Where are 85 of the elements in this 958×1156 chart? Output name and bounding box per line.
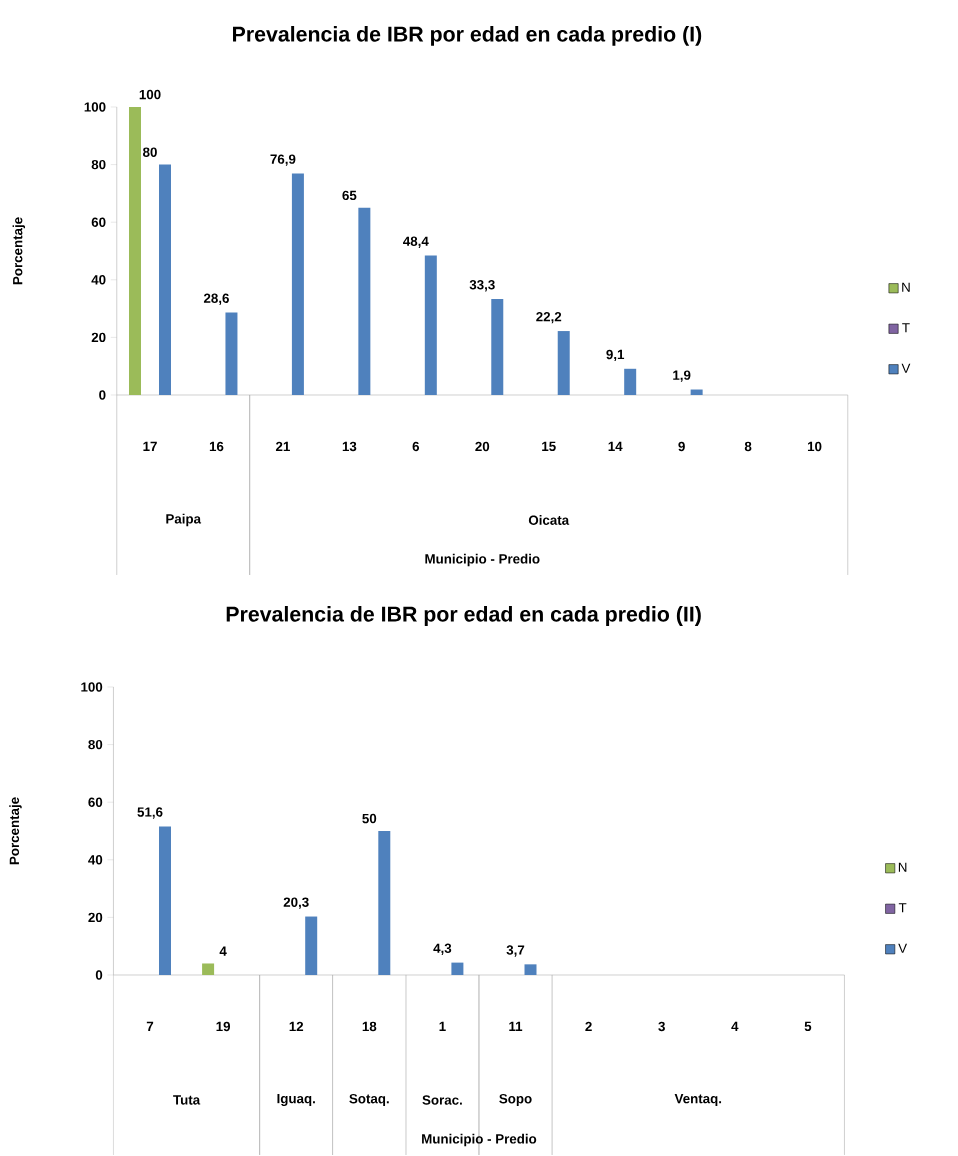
data-label: 100 [139,89,161,100]
bar [358,207,371,395]
legend-label: N [898,862,907,872]
x-tick-label: 21 [275,441,290,452]
legend-label: N [902,282,910,292]
x-tick-label: 10 [807,441,822,452]
bar [202,963,215,975]
data-label: 3,7 [506,945,525,957]
bar [159,826,171,975]
x-tick-label: 17 [143,441,157,451]
x-tick-label: 9 [678,441,685,452]
x-tick-label: 11 [509,1021,523,1031]
y-axis-title: Porcentaje [12,217,26,285]
bar [305,916,318,975]
chart-title: Prevalencia de IBR por edad en cada predio (II) [226,605,701,626]
x-tick-label: 2 [585,1021,592,1032]
text: Iguaq. [277,1093,315,1106]
y-tick-label: 0 [99,390,106,400]
x-tick-label: 13 [342,441,357,452]
y-tick-label: 100 [84,102,106,112]
bar [491,299,504,395]
text: Sopo [499,1093,532,1107]
bar [159,164,171,395]
chart-title: Prevalencia de IBR por edad en cada predio (I) [233,25,702,46]
x-tick-label: 4 [731,1021,739,1031]
y-tick-label: 40 [88,855,103,865]
x-tick-label: 6 [412,441,420,452]
text: Sotaq. [349,1093,389,1107]
bar [451,962,464,975]
legend-label: V [901,363,911,373]
bar [690,389,703,395]
legend-label: T [902,323,910,333]
legend-label: T [898,903,907,913]
bar [225,312,238,395]
bar [624,368,637,395]
data-label: 22,2 [536,311,562,324]
y-tick-label: 20 [88,912,103,923]
x-tick-label: 8 [744,441,752,452]
x-axis-title: Municipio - Predio [425,553,540,567]
x-tick-label: 16 [209,441,224,452]
y-tick-label: 0 [95,970,103,980]
data-label: 48,4 [403,236,429,248]
data-label: 80 [143,147,157,157]
x-tick-label: 3 [658,1021,665,1032]
data-label: 1,9 [673,370,691,382]
bar [524,964,537,975]
text: Paipa [166,513,202,527]
data-label: 51,6 [137,807,163,819]
x-tick-label: 7 [146,1021,154,1031]
y-tick-label: 60 [88,797,103,807]
x-tick-label: 19 [216,1021,231,1032]
y-tick-label: 60 [91,217,106,227]
data-label: 20,3 [283,897,309,909]
x-tick-label: 18 [362,1021,377,1032]
y-tick-label: 100 [81,682,103,692]
x-tick-label: 1 [439,1021,446,1031]
x-axis-title: Municipio - Predio [422,1133,537,1147]
data-label: 50 [362,813,377,824]
x-tick-label: 15 [542,441,556,451]
data-label: 4,3 [433,943,452,955]
legend-label: V [898,943,908,953]
x-tick-label: 20 [475,441,490,452]
bar [129,106,141,395]
text: Oicata [528,515,570,525]
x-tick-label: 14 [608,441,623,451]
data-label: 76,9 [270,154,296,166]
text: Ventaq. [674,1094,722,1106]
data-label: 4 [219,946,227,956]
y-axis-title: Porcentaje [9,797,22,865]
y-tick-label: 40 [91,275,106,285]
bar [557,331,570,395]
x-tick-label: 12 [289,1021,304,1032]
data-label: 28,6 [203,293,229,305]
y-tick-label: 80 [88,739,103,750]
data-label: 33,3 [469,280,495,292]
bar [424,255,437,395]
bar [378,830,391,975]
data-label: 9,1 [606,349,625,362]
x-tick-label: 5 [804,1021,812,1032]
bar [291,173,304,395]
text: Sorac. [422,1095,462,1105]
y-tick-label: 20 [91,332,106,343]
y-tick-label: 80 [91,159,106,170]
text: Tuta [173,1095,201,1105]
data-label: 65 [342,190,357,201]
